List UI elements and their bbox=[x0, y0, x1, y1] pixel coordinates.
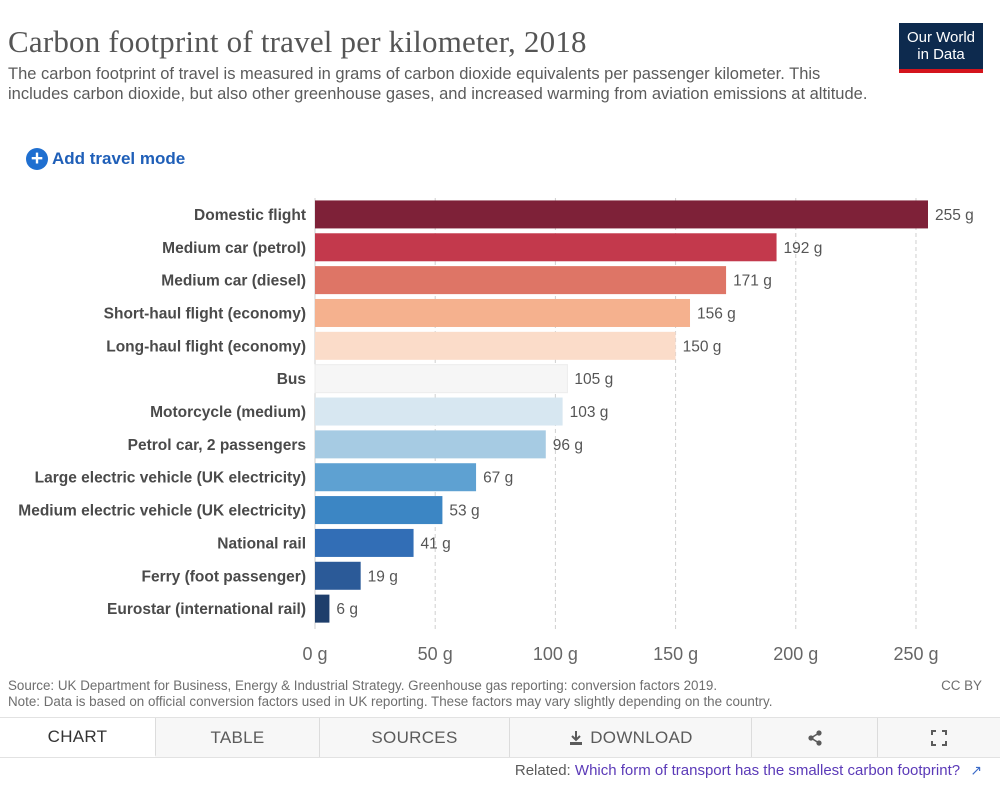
bar[interactable] bbox=[315, 561, 361, 590]
category-label: Ferry (foot passenger) bbox=[141, 568, 306, 585]
chart-title: Carbon footprint of travel per kilometer… bbox=[8, 24, 587, 59]
add-travel-mode-button[interactable]: + Add travel mode bbox=[26, 147, 185, 171]
category-label: Petrol car, 2 passengers bbox=[128, 437, 306, 454]
fullscreen-icon bbox=[931, 729, 947, 746]
x-tick-label: 150 g bbox=[653, 644, 698, 664]
x-tick-label: 0 g bbox=[302, 644, 327, 664]
bar[interactable] bbox=[315, 463, 477, 492]
tab-download[interactable]: DOWNLOAD bbox=[510, 718, 752, 757]
tab-chart-label: CHART bbox=[47, 726, 108, 746]
related-line: Related: Which form of transport has the… bbox=[515, 762, 982, 779]
chart-subtitle: The carbon footprint of travel is measur… bbox=[8, 65, 868, 103]
bar[interactable] bbox=[315, 331, 676, 360]
bar[interactable] bbox=[315, 594, 330, 623]
tab-bar: CHART TABLE SOURCES DOWNLOAD bbox=[0, 717, 1000, 758]
category-label: National rail bbox=[217, 535, 306, 552]
bar[interactable] bbox=[315, 200, 928, 229]
value-label: 192 g bbox=[784, 240, 823, 257]
value-label: 156 g bbox=[697, 305, 736, 322]
category-label: Short-haul flight (economy) bbox=[104, 305, 306, 322]
bar[interactable] bbox=[315, 266, 727, 295]
share-button[interactable] bbox=[752, 718, 878, 757]
x-tick-label: 50 g bbox=[418, 644, 453, 664]
bar[interactable] bbox=[315, 298, 691, 327]
value-label: 96 g bbox=[553, 437, 583, 454]
category-label: Large electric vehicle (UK electricity) bbox=[35, 470, 306, 487]
plus-circle-icon: + bbox=[26, 148, 48, 170]
x-tick-label: 200 g bbox=[773, 644, 818, 664]
tab-table-label: TABLE bbox=[210, 727, 265, 747]
tab-sources[interactable]: SOURCES bbox=[320, 718, 510, 757]
download-icon bbox=[570, 730, 583, 745]
bar[interactable] bbox=[315, 430, 546, 459]
tab-download-label: DOWNLOAD bbox=[590, 727, 693, 747]
value-label: 67 g bbox=[483, 470, 513, 487]
bar[interactable] bbox=[315, 496, 443, 525]
share-icon bbox=[807, 729, 822, 746]
related-prefix: Related: bbox=[514, 762, 571, 779]
add-travel-mode-label: Add travel mode bbox=[52, 149, 186, 168]
value-label: 255 g bbox=[935, 207, 974, 224]
category-label: Medium car (diesel) bbox=[161, 273, 306, 290]
owid-logo[interactable]: Our World in Data bbox=[899, 23, 983, 73]
bar[interactable] bbox=[315, 528, 414, 557]
related-link[interactable]: Which form of transport has the smallest… bbox=[574, 762, 961, 779]
value-label: 103 g bbox=[570, 404, 609, 421]
category-label: Domestic flight bbox=[194, 207, 306, 224]
category-label: Motorcycle (medium) bbox=[150, 404, 306, 421]
bar-chart: 0 g 50 g 100 g 150 g 200 g 250 g Domestic flig… bbox=[18, 198, 974, 664]
note-text: Note: Data is based on official conversi… bbox=[8, 694, 773, 709]
fullscreen-button[interactable] bbox=[878, 718, 1000, 757]
bar[interactable] bbox=[315, 397, 563, 426]
category-label: Eurostar (international rail) bbox=[107, 601, 306, 618]
bar[interactable] bbox=[314, 364, 568, 394]
category-label: Bus bbox=[277, 371, 306, 388]
x-tick-label: 100 g bbox=[533, 644, 578, 664]
value-label: 171 g bbox=[733, 273, 772, 290]
value-label: 150 g bbox=[683, 338, 722, 355]
external-link-icon[interactable]: ↗ bbox=[970, 762, 982, 778]
x-tick-label: 250 g bbox=[893, 644, 938, 664]
category-label: Long-haul flight (economy) bbox=[106, 338, 306, 355]
bar[interactable] bbox=[315, 233, 777, 262]
value-label: 105 g bbox=[574, 371, 613, 388]
tab-chart[interactable]: CHART bbox=[0, 718, 156, 757]
logo-line-1: Our World bbox=[906, 29, 976, 46]
category-label: Medium car (petrol) bbox=[162, 240, 306, 257]
logo-line-2: in Data bbox=[917, 46, 965, 63]
tab-sources-label: SOURCES bbox=[371, 727, 458, 747]
value-label: 6 g bbox=[336, 601, 358, 618]
source-text: Source: UK Department for Business, Ener… bbox=[8, 678, 718, 693]
license-link[interactable]: CC BY bbox=[941, 678, 982, 693]
tab-table[interactable]: TABLE bbox=[156, 718, 320, 757]
value-label: 41 g bbox=[421, 535, 451, 552]
value-label: 53 g bbox=[449, 503, 479, 520]
value-label: 19 g bbox=[368, 568, 398, 585]
footer-note: Source: UK Department for Business, Ener… bbox=[8, 678, 908, 710]
category-label: Medium electric vehicle (UK electricity) bbox=[18, 503, 306, 520]
